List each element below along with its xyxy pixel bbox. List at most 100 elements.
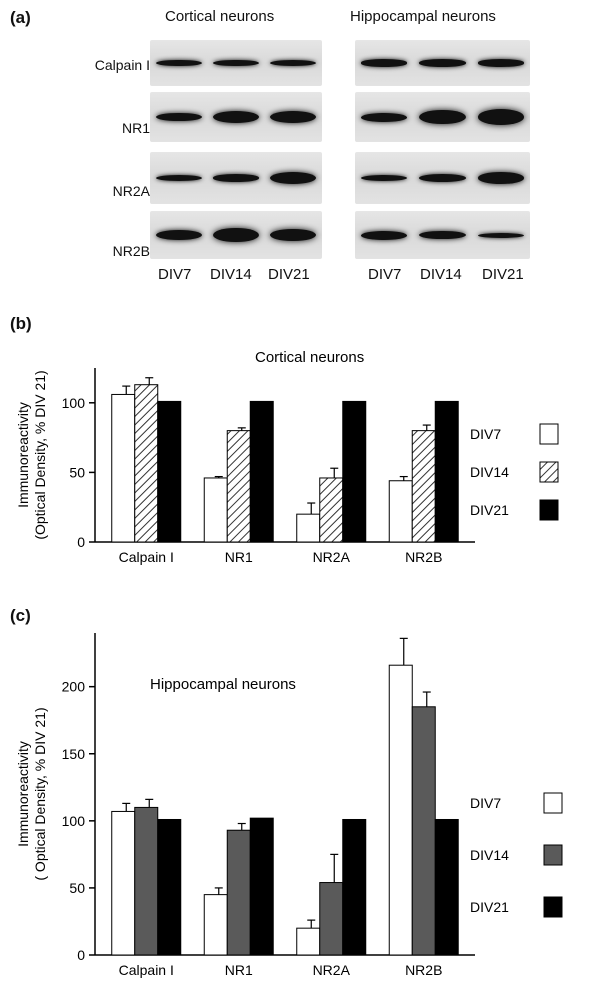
x-tick-label: NR1 <box>225 962 253 978</box>
blot-band <box>155 112 202 122</box>
bar-div7-calpain-i <box>111 393 136 543</box>
cortical-lane-div21: DIV21 <box>268 266 310 283</box>
y-axis-label: Immunoreactivity <box>15 402 31 508</box>
x-tick-label: NR1 <box>225 549 253 565</box>
bar-div14-nr1 <box>226 829 251 956</box>
legend-label: DIV14 <box>470 464 509 480</box>
bar-div21-nr1 <box>249 400 274 543</box>
panel-a-letter: (a) <box>10 8 31 27</box>
bar-div14-nr2a <box>319 882 344 956</box>
y-tick-label: 50 <box>69 880 85 896</box>
blot-band <box>477 109 525 125</box>
blot-band <box>360 175 408 181</box>
legend-swatch-div14 <box>543 844 563 866</box>
panel-b-letter: (b) <box>10 314 32 333</box>
y-tick-label: 0 <box>77 947 85 963</box>
blot-row-label-calpain: Calpain I <box>94 57 150 73</box>
cortical-blot-strip <box>150 92 322 142</box>
x-tick-label: NR2B <box>405 962 442 978</box>
hippocampal-bar-chart: 0 50 100 150 200 Immunoreactivity( Optical De… <box>15 633 563 978</box>
hippocampal-lane-div21: DIV21 <box>482 266 524 283</box>
bar-div21-nr2b <box>434 400 459 543</box>
cortical-blot-strip <box>150 211 322 259</box>
bar-div7-nr1 <box>203 894 228 956</box>
blot-band <box>213 59 259 67</box>
blot-band <box>270 111 317 123</box>
cortical-bar-chart: 0 50 100 Immunoreactivity (Optical Density, … <box>15 349 559 565</box>
bar-div14-nr2b <box>411 430 436 543</box>
bar-div7-calpain-i <box>111 810 136 956</box>
bar-div21-calpain-i <box>157 400 182 543</box>
hippocampal-lane-div14: DIV14 <box>420 266 462 283</box>
legend-swatch-div21 <box>543 896 563 918</box>
hippocampal-lane-div7: DIV7 <box>368 266 402 283</box>
blot-band <box>419 109 466 125</box>
bar-div21-nr2b <box>434 818 459 956</box>
hippocampal-blot-strip <box>355 92 530 142</box>
bar-div21-nr2a <box>342 818 367 956</box>
blot-band <box>213 227 259 243</box>
legend-swatch-div21 <box>539 499 559 521</box>
legend-label: DIV7 <box>470 795 501 811</box>
x-tick-label: NR2A <box>313 549 351 565</box>
hippocampal-blot-strip <box>355 40 530 86</box>
blot-band <box>155 59 202 67</box>
y-tick-label: 100 <box>62 813 86 829</box>
bar-div14-calpain-i <box>134 384 159 543</box>
chart-title: Hippocampal neurons <box>150 676 296 693</box>
cortical-blot-title: Cortical neurons <box>165 8 275 25</box>
blot-band <box>270 228 317 242</box>
cortical-blot-strip <box>150 40 322 86</box>
y-tick-label: 50 <box>69 464 85 480</box>
blot-band <box>477 172 525 184</box>
bar-div14-nr1 <box>226 430 251 543</box>
x-tick-label: NR2A <box>313 962 351 978</box>
bar-div7-nr2a <box>296 927 321 956</box>
legend-swatch-div7 <box>539 423 559 445</box>
bar-div7-nr2a <box>296 513 321 543</box>
blot-band <box>419 174 466 182</box>
bar-div14-nr2a <box>319 477 344 543</box>
x-tick-label: Calpain I <box>119 549 174 565</box>
blot-band <box>477 232 525 238</box>
blot-band <box>419 230 466 240</box>
cortical-blot-strip <box>150 152 322 204</box>
y-axis-label: (Optical Density, % DIV 21) <box>32 370 48 539</box>
y-tick-label: 0 <box>77 534 85 550</box>
bar-div7-nr2b <box>388 480 413 543</box>
cortical-lane-div7: DIV7 <box>158 266 192 283</box>
blot-band <box>360 230 408 240</box>
blot-band <box>213 111 259 123</box>
bar-div21-calpain-i <box>157 818 182 956</box>
blot-band <box>155 229 202 241</box>
hippocampal-blot-strip <box>355 152 530 204</box>
bar-div7-nr2b <box>388 664 413 956</box>
blot-row-label-nr2b: NR2B <box>112 243 150 259</box>
legend-swatch-div7 <box>543 792 563 814</box>
blot-band <box>477 59 525 67</box>
y-tick-label: 200 <box>62 679 86 695</box>
bar-div14-nr2b <box>411 706 436 956</box>
legend-label: DIV14 <box>470 847 509 863</box>
blot-band <box>270 172 317 184</box>
legend-label: DIV21 <box>470 899 509 915</box>
y-tick-label: 100 <box>62 395 86 411</box>
cortical-lane-div14: DIV14 <box>210 266 252 283</box>
bar-div21-nr2a <box>342 400 367 543</box>
blot-band <box>213 174 259 182</box>
legend-label: DIV7 <box>470 426 501 442</box>
legend-label: DIV21 <box>470 502 509 518</box>
blot-band <box>419 59 466 67</box>
hippocampal-blot-strip <box>355 211 530 259</box>
blot-band <box>155 175 202 181</box>
y-tick-label: 150 <box>62 746 86 762</box>
hippocampal-blot-title: Hippocampal neurons <box>350 8 496 25</box>
blot-band <box>270 60 317 66</box>
bar-div14-calpain-i <box>134 806 159 956</box>
chart-title: Cortical neurons <box>255 349 364 366</box>
x-tick-label: NR2B <box>405 549 442 565</box>
bar-div21-nr1 <box>249 817 274 956</box>
blot-band <box>360 112 408 122</box>
blot-row-label-nr1: NR1 <box>121 120 150 136</box>
blot-band <box>360 59 408 67</box>
